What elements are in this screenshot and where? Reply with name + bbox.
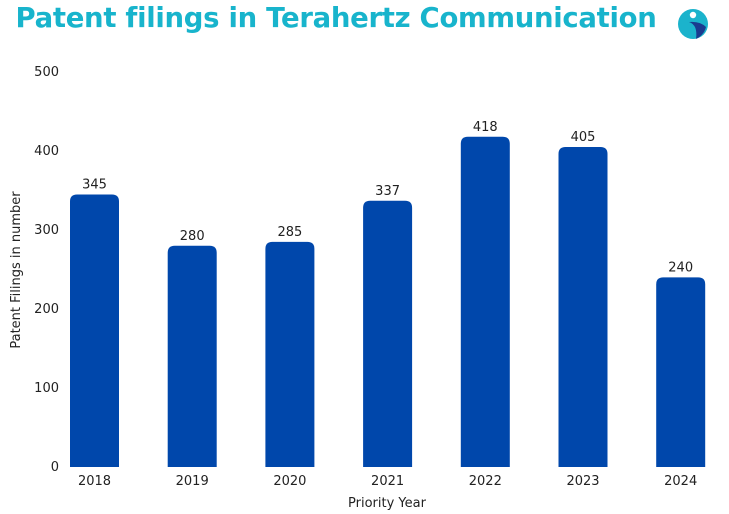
- bar: [167, 245, 217, 467]
- data-label: 405: [571, 130, 596, 145]
- x-tick-label: 2021: [371, 474, 404, 489]
- data-label: 280: [180, 229, 205, 244]
- data-label: 418: [473, 120, 498, 135]
- x-tick-label: 2022: [469, 474, 502, 489]
- brand-logo-icon: [678, 9, 708, 39]
- y-tick-label: 500: [34, 65, 59, 80]
- bar: [265, 241, 315, 467]
- y-tick-label: 200: [34, 302, 59, 317]
- bar: [656, 277, 706, 467]
- bar: [558, 147, 608, 468]
- bar: [70, 194, 119, 467]
- x-tick-label: 2023: [566, 474, 599, 489]
- y-tick-label: 100: [34, 381, 59, 396]
- x-tick-label: 2024: [664, 474, 697, 489]
- y-tick-label: 0: [51, 460, 59, 475]
- x-tick-label: 2020: [273, 474, 306, 489]
- bar: [363, 200, 413, 467]
- chart-title: Patent filings in Terahertz Communicatio…: [15, 2, 657, 34]
- data-label: 240: [668, 260, 693, 275]
- x-tick-label: 2019: [176, 474, 209, 489]
- logo-swoosh: [689, 21, 706, 39]
- x-axis-title: Priority Year: [348, 496, 427, 511]
- y-tick-label: 400: [34, 144, 59, 159]
- x-tick-label: 2018: [78, 474, 111, 489]
- logo-dot: [689, 11, 697, 19]
- data-label: 337: [375, 184, 400, 199]
- data-label: 345: [82, 177, 107, 192]
- data-label: 285: [277, 225, 302, 240]
- y-tick-label: 300: [34, 223, 59, 238]
- bar: [460, 136, 510, 467]
- y-axis-title: Patent Filings in number: [9, 191, 24, 349]
